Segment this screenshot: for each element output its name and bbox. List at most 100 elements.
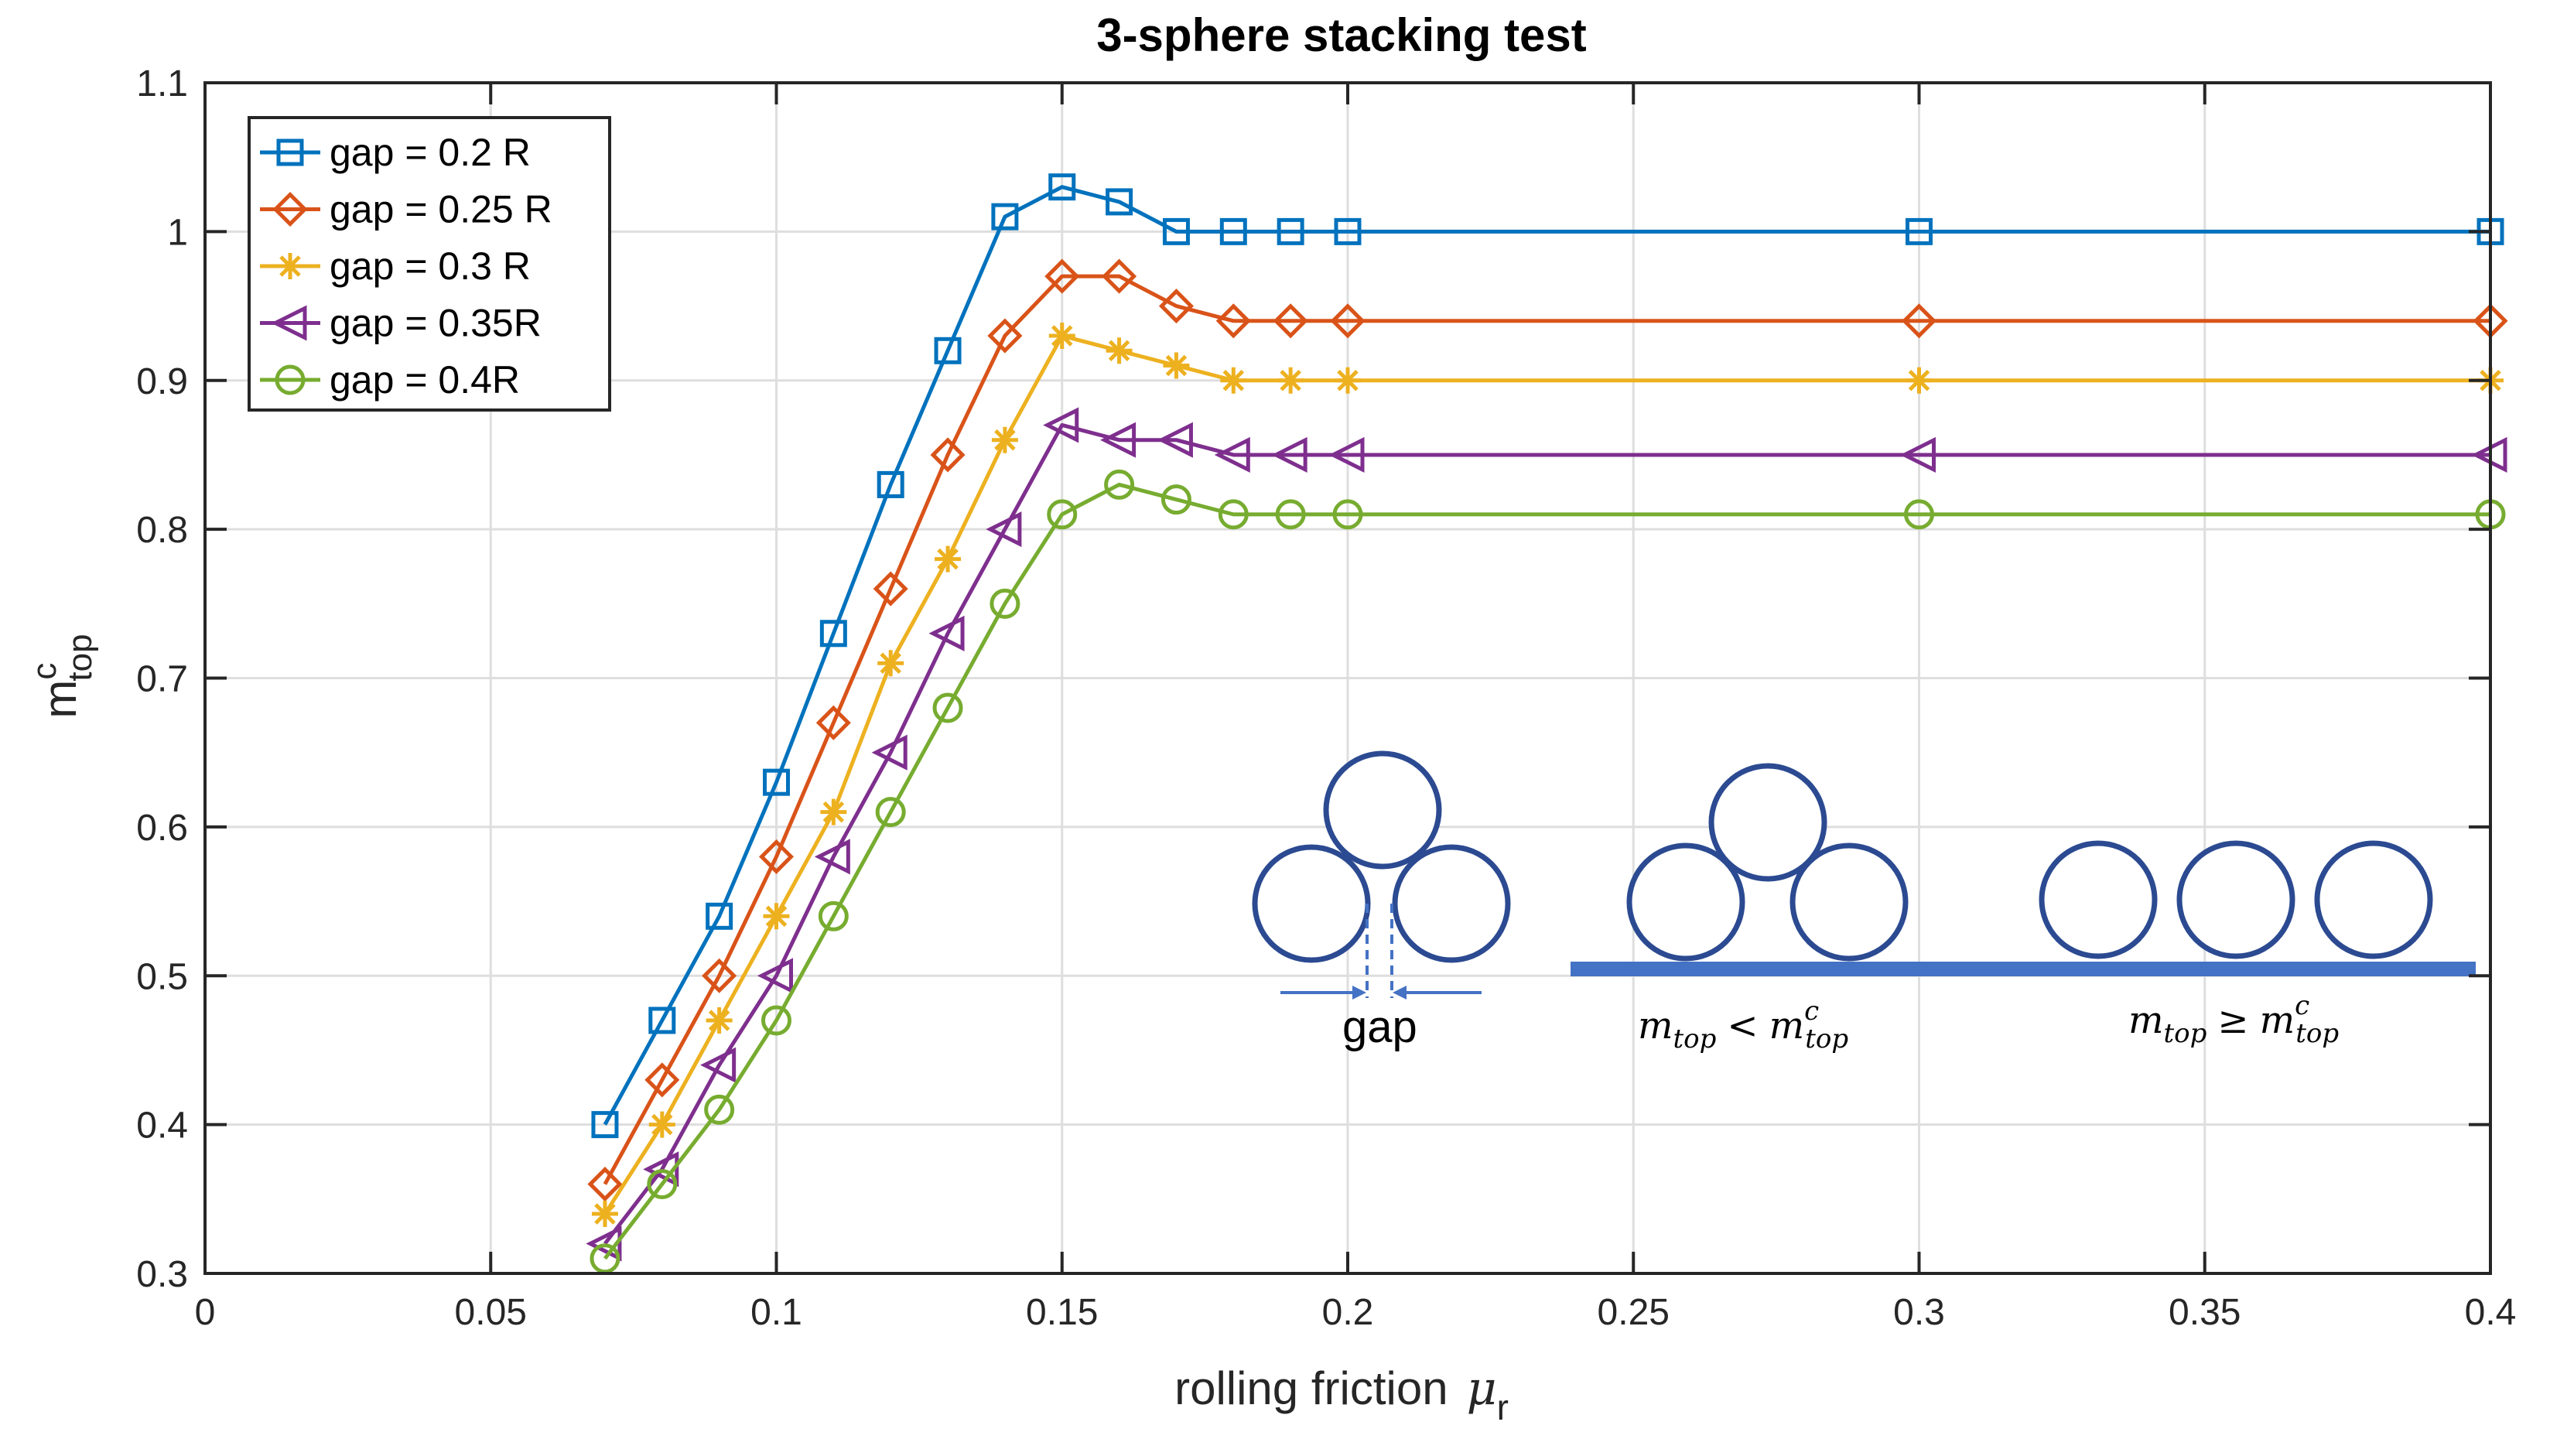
data-point-diamond [1330,303,1366,339]
legend-entry-label: gap = 0.2 R [330,131,531,174]
axes-layer: 0 0.05 0.1 0.15 0.2 0.25 0.3 0.35 0.4 0.3 0.4 0.5 0.… [136,63,2516,1333]
data-point-asterisk [591,1201,618,1228]
data-point-square [276,138,304,166]
ineq-geq-lhs: m [2128,999,2164,1042]
ineq-less-op: < [1727,1004,1758,1048]
data-point-circle [932,692,963,723]
data-point-asterisk [991,426,1018,453]
data-point-diamond [873,571,908,607]
data-point-circle [761,1005,791,1036]
inset-floor [1571,962,2476,976]
ineq-less-rhs: m [1769,1004,1805,1048]
ineq-geq-rhs: m [2260,999,2295,1042]
inset-stack-top [1708,763,1827,882]
x-tick-label: 0.05 [455,1292,527,1333]
inset-stack-bottom-left [1626,842,1745,962]
ineq-geq-lhs-sub: top [2164,1018,2207,1049]
y-tick-label: 0.9 [136,361,188,402]
data-point-diamond [1102,258,1137,294]
inset-sphere-bottom-right [1392,844,1511,963]
series-layer [586,173,2508,1274]
y-tick-label: 0.7 [136,659,188,700]
data-point-square [1162,217,1190,245]
data-point-diamond [272,191,308,227]
data-point-circle [1160,484,1191,515]
y-axis-label-sub: top [61,634,99,681]
data-point-triangle [928,615,965,651]
data-point-circle [990,588,1020,619]
data-point-circle [818,901,849,931]
data-point-circle [1275,499,1306,530]
gap-label: gap [1342,1002,1417,1052]
data-point-asterisk [706,1007,733,1034]
data-point-triangle [1899,436,1936,473]
gap-arrowhead-right [1393,986,1407,1000]
inset-row-sphere-2 [2176,840,2295,959]
legend: gap = 0.2 R gap = 0.25 R gap = 0.3 R gap = … [248,116,611,412]
ineq-geq-rhs-sub: top [2295,1018,2339,1049]
data-point-square [763,768,790,796]
data-point-square [591,1111,619,1139]
data-point-diamond [1158,289,1194,324]
y-tick-label: 0.4 [136,1106,188,1147]
x-tick-label: 0.3 [1893,1292,1945,1333]
y-tick-label: 0.3 [136,1254,188,1295]
inset-sphere-top [1323,750,1442,870]
data-point-square [819,620,847,648]
y-tick-label: 1 [167,212,188,253]
data-point-diamond [702,958,737,993]
data-point-square [706,902,733,930]
data-point-square [1334,217,1362,245]
data-point-asterisk [763,903,790,930]
data-point-asterisk [1163,352,1190,379]
inset-sphere-bottom-left [1252,844,1371,963]
data-point-diamond [1215,303,1251,339]
data-point-triangle [986,511,1022,548]
series-line [603,422,2490,1246]
data-point-circle [590,1243,620,1274]
data-point-triangle [1043,407,1079,443]
data-point-diamond [758,839,795,874]
ineq-geq-label: mtop ≥ mc top [2128,990,2339,1049]
data-point-square [1106,188,1133,216]
legend-entry-label: gap = 0.25 R [330,188,552,231]
ineq-less-label: mtop < mc top [1638,996,1848,1054]
x-axis-label: rolling friction μr [1174,1362,1509,1427]
legend-entry-label: gap = 0.3 R [330,244,531,288]
data-point-asterisk [1335,367,1361,394]
data-point-asterisk [1220,367,1247,394]
data-point-circle [1218,499,1249,530]
data-point-asterisk [1906,367,1933,394]
x-tick-label: 0.1 [750,1292,802,1333]
inset-row-sphere-3 [2314,840,2433,959]
y-axis-label: mctop [26,634,99,718]
inset-row-sphere-1 [2039,840,2158,959]
data-point-diamond [644,1062,680,1098]
data-point-triangle [1157,422,1193,458]
data-point-triangle [757,958,793,994]
ineq-geq-op: ≥ [2217,999,2248,1042]
data-point-asterisk [277,253,303,279]
series-line [603,333,2490,1215]
data-point-diamond [587,1167,623,1202]
legend-entry-label: gap = 0.4R [330,358,520,402]
data-point-asterisk [1277,367,1304,394]
data-point-circle [275,364,306,395]
data-point-square [648,1007,676,1034]
legend-box [248,116,611,412]
data-point-triangle [1214,436,1250,473]
y-tick-label: 0.5 [136,956,188,997]
x-tick-label: 0.4 [2465,1292,2517,1333]
series-line [603,274,2490,1185]
ineq-less-lhs: m [1638,1004,1673,1048]
data-point-asterisk [935,545,962,572]
data-point-asterisk [648,1111,675,1138]
data-point-triangle [814,839,850,875]
data-point-circle [1047,499,1078,530]
x-axis-label-text: rolling friction [1174,1362,1448,1414]
y-tick-label: 0.6 [136,808,188,849]
series-line [603,482,2490,1260]
data-point-triangle [1100,422,1137,458]
data-point-square [1048,173,1076,201]
